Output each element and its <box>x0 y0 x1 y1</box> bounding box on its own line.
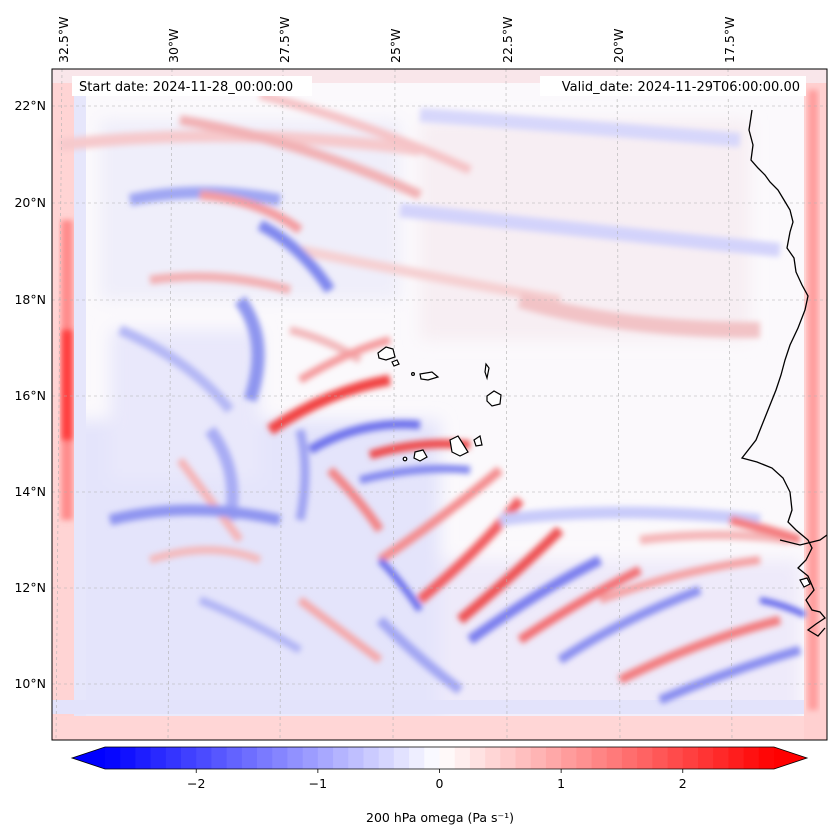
colorbar-segment <box>409 747 425 769</box>
lat-label: 12°N <box>14 580 46 595</box>
colorbar-tick-label: 0 <box>436 776 444 791</box>
colorbar-segment <box>120 747 136 769</box>
colorbar-segment <box>165 747 182 769</box>
colorbar-segment <box>439 747 456 769</box>
colorbar-segment <box>469 747 486 769</box>
colorbar: −2 −1 0 1 2 200 hPa omega (Pa s⁻¹) <box>70 746 809 825</box>
background-tints <box>60 120 800 720</box>
map-panel: Start date: 2024-11-28_00:00:00 Valid_da… <box>52 69 827 740</box>
colorbar-segment <box>378 747 395 769</box>
colorbar-ticks: −2 −1 0 1 2 <box>187 769 687 791</box>
colorbar-segment <box>667 747 684 769</box>
colorbar-segment <box>272 747 289 769</box>
colorbar-segment <box>181 747 197 769</box>
colorbar-segment <box>621 747 638 769</box>
colorbar-segment <box>287 747 304 769</box>
colorbar-segment <box>485 747 501 769</box>
omega-bands <box>59 90 807 705</box>
lat-label: 14°N <box>14 484 46 499</box>
colorbar-segment <box>211 747 228 769</box>
colorbar-segment <box>758 747 775 769</box>
colorbar-segment <box>652 747 669 769</box>
colorbar-segment <box>226 747 243 769</box>
colorbar-tick-label: −2 <box>187 776 205 791</box>
latitude-labels: 22°N 20°N 18°N 16°N 14°N 12°N 10°N <box>14 98 46 691</box>
lat-label: 22°N <box>14 98 46 113</box>
colorbar-segment <box>561 747 577 769</box>
start-label-bg <box>72 76 312 96</box>
colorbar-segment <box>697 747 714 769</box>
colorbar-outline <box>70 746 809 770</box>
colorbar-segment <box>682 747 699 769</box>
colorbar-segments <box>105 747 775 769</box>
map-frame <box>51 68 828 741</box>
colorbar-segment <box>424 747 441 769</box>
colorbar-label: 200 hPa omega (Pa s⁻¹) <box>366 810 514 825</box>
start-date-label: Start date: 2024-11-28_00:00:00 <box>79 80 293 95</box>
colorbar-segment <box>591 747 608 769</box>
colorbar-segment <box>241 747 258 769</box>
colorbar-segment <box>576 747 593 769</box>
gridlines <box>52 69 827 740</box>
colorbar-segment <box>393 747 410 769</box>
lat-label: 16°N <box>14 388 46 403</box>
colorbar-extend-high <box>774 747 807 769</box>
colorbar-tick-label: 1 <box>557 776 565 791</box>
colorbar-segment <box>317 747 334 769</box>
colorbar-segment <box>713 747 729 769</box>
lat-label: 10°N <box>14 676 46 691</box>
colorbar-segment <box>530 747 547 769</box>
lat-label: 18°N <box>14 292 46 307</box>
colorbar-tick-label: 2 <box>679 776 687 791</box>
colorbar-segment <box>348 747 365 769</box>
lat-label: 20°N <box>14 195 46 210</box>
colorbar-segment <box>728 747 745 769</box>
colorbar-segment <box>150 747 167 769</box>
valid-date-label: Valid_date: 2024-11-29T06:00:00.00 <box>562 80 800 95</box>
lon-label: 30°W <box>166 28 181 63</box>
lon-label: 20°W <box>611 28 626 63</box>
colorbar-segment <box>333 747 349 769</box>
colorbar-tick-label: −1 <box>309 776 327 791</box>
colorbar-segment <box>637 747 653 769</box>
lon-label: 32.5°W <box>56 17 71 63</box>
valid-label-bg <box>540 76 806 96</box>
colorbar-segment <box>302 747 319 769</box>
lon-label: 27.5°W <box>277 17 292 63</box>
colorbar-segment <box>105 747 121 769</box>
lon-label: 17.5°W <box>722 17 737 63</box>
colorbar-segment <box>363 747 380 769</box>
colorbar-extend-low <box>72 747 105 769</box>
lon-label: 22.5°W <box>500 17 515 63</box>
colorbar-segment <box>257 747 273 769</box>
colorbar-segment <box>135 747 152 769</box>
colorbar-segment <box>196 747 213 769</box>
cape-verde-islands <box>377 346 811 588</box>
coastline <box>740 109 827 637</box>
colorbar-segment <box>500 747 517 769</box>
colorbar-segment <box>545 747 562 769</box>
colorbar-segment <box>515 747 532 769</box>
colorbar-segment <box>743 747 760 769</box>
longitude-labels: 32.5°W 30°W 27.5°W 25°W 22.5°W 20°W 17.5… <box>56 17 737 63</box>
colorbar-segment <box>606 747 623 769</box>
lon-label: 25°W <box>388 28 403 63</box>
boundary-artefacts <box>52 69 827 740</box>
colorbar-segment <box>454 747 471 769</box>
